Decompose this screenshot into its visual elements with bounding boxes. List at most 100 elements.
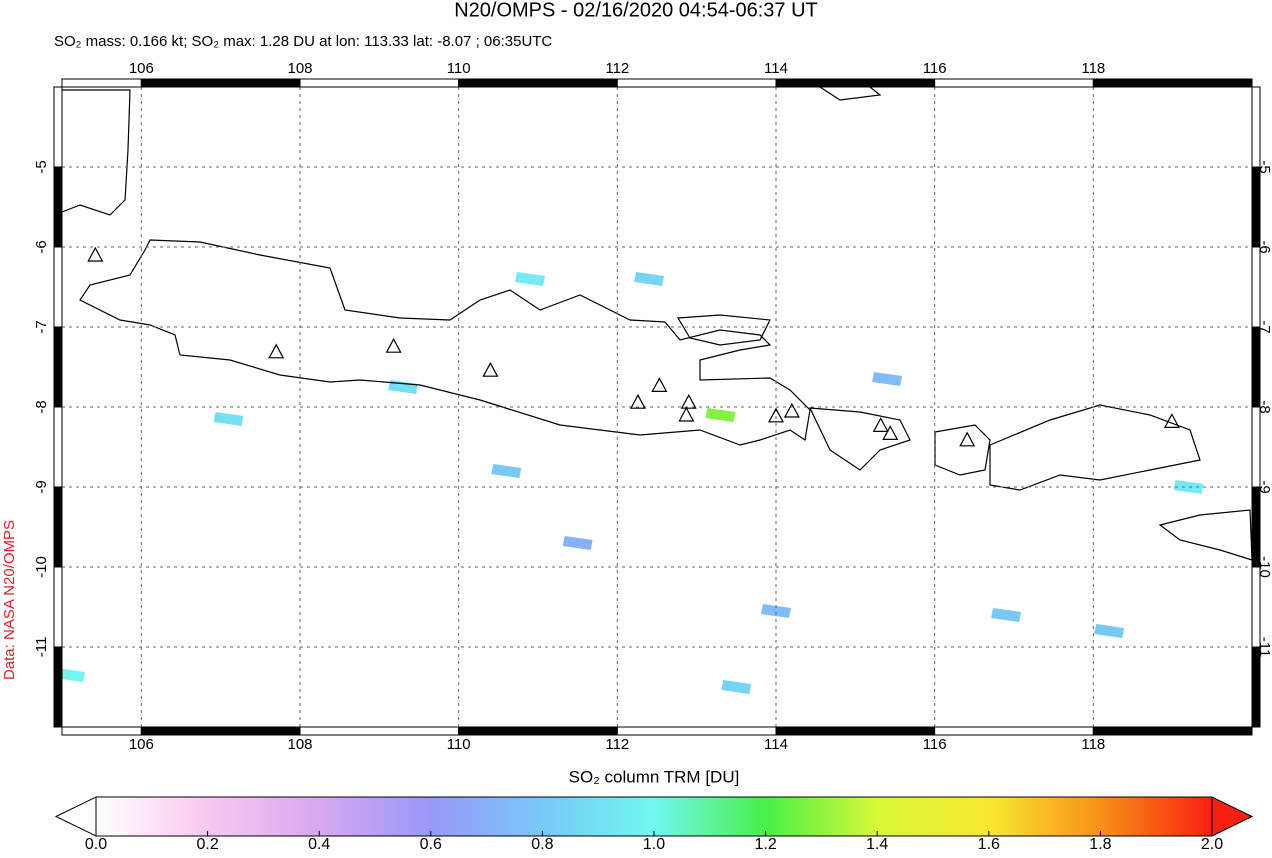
colorbar-tick-label: 1.2 <box>754 836 776 853</box>
x-tick-label: 112 <box>605 60 629 77</box>
frame-segment <box>1251 646 1261 728</box>
so2-pixel <box>991 608 1022 622</box>
volcano <box>482 361 499 377</box>
coastline <box>79 239 811 446</box>
colorbar-tick-label: 1.8 <box>1089 836 1111 853</box>
frame-segment <box>1251 326 1261 408</box>
coastline <box>61 89 131 216</box>
colorbar-label: SO₂ column TRM [DU] <box>569 767 740 786</box>
coastline <box>1158 509 1253 561</box>
frame-segment <box>458 78 618 88</box>
colorbar-tick-label: 0.2 <box>196 836 218 853</box>
x-tick-label: 116 <box>923 736 947 753</box>
credit: Data: NASA N20/OMPS <box>1 520 18 680</box>
x-tick-label: 118 <box>1081 736 1105 753</box>
y-tick-label: -8 <box>33 400 50 413</box>
volcano <box>629 393 646 409</box>
frame-segment <box>53 246 63 328</box>
so2-pixel <box>721 680 752 694</box>
volcano <box>767 407 785 423</box>
frame-segment <box>61 78 142 88</box>
colorbar-tick-label: 0.8 <box>531 836 553 853</box>
frame-segment <box>1251 86 1261 168</box>
y-tick-label: -6 <box>33 240 50 253</box>
coastline <box>819 86 882 101</box>
frame-segment <box>61 726 142 736</box>
frame-segment <box>53 566 63 648</box>
so2-pixel <box>872 372 903 386</box>
so2-pixel <box>213 412 244 426</box>
frame-segment <box>775 726 936 736</box>
x-tick-label: 116 <box>923 60 947 77</box>
frame-segment <box>53 326 63 408</box>
so2-pixel <box>515 272 546 286</box>
colorbar-tick-label: 1.0 <box>643 836 665 853</box>
volcano <box>680 393 697 409</box>
so2-pixel <box>1173 480 1204 494</box>
frame-segment <box>1251 566 1261 648</box>
frame-segment <box>1251 166 1261 248</box>
frame-segment <box>53 406 63 488</box>
frame-segment <box>1092 78 1253 88</box>
coastline <box>989 404 1201 491</box>
volcano <box>678 406 695 422</box>
x-tick-label: 112 <box>605 736 629 753</box>
frame-segment <box>140 726 301 736</box>
frame-segment <box>53 86 63 168</box>
frame-segment <box>616 726 777 736</box>
y-tick-label: -10 <box>33 556 50 578</box>
volcano <box>1163 413 1180 428</box>
volcano <box>385 337 402 353</box>
x-tick-label: 110 <box>447 736 471 753</box>
colorbar-tick-label: 0.4 <box>308 836 330 853</box>
so2-pixel <box>1094 624 1125 638</box>
so2-pixel <box>705 408 736 422</box>
frame-segment <box>1092 726 1253 736</box>
x-tick-label: 114 <box>764 60 788 77</box>
volcano <box>87 246 104 262</box>
colorbar-tick-label: 1.6 <box>978 836 1000 853</box>
so2-pixel <box>491 464 522 478</box>
coastline <box>934 424 991 476</box>
frame-segment <box>934 726 1094 736</box>
y-tick-label: -9 <box>33 480 50 493</box>
so2-pixel <box>562 536 593 550</box>
frame-segment <box>1251 406 1261 488</box>
coastline <box>809 407 911 471</box>
chart-title: N20/OMPS - 02/16/2020 04:54-06:37 UT <box>454 0 818 21</box>
frame-segment <box>140 78 301 88</box>
colorbar-tick-label: 0.0 <box>85 836 107 853</box>
frame-segment <box>616 78 777 88</box>
x-tick-label: 118 <box>1081 60 1105 77</box>
colorbar <box>95 796 1213 837</box>
subtitle: SO₂ mass: 0.166 kt; SO₂ max: 1.28 DU at … <box>54 33 552 50</box>
y-tick-label: -7 <box>33 320 50 333</box>
x-tick-label: 114 <box>764 736 788 753</box>
colorbar-tick-label: 2.0 <box>1201 836 1223 853</box>
colorbar-end <box>1211 796 1254 837</box>
colorbar-tick-label: 0.6 <box>420 836 442 853</box>
volcano <box>268 343 285 359</box>
frame-segment <box>53 646 63 728</box>
x-tick-label: 106 <box>129 736 154 753</box>
colorbar-tick-label: 1.4 <box>866 836 888 853</box>
so2-pixel <box>761 604 791 618</box>
x-tick-label: 110 <box>447 60 471 77</box>
x-tick-label: 108 <box>287 736 312 753</box>
frame-segment <box>458 726 618 736</box>
frame-segment <box>53 486 63 568</box>
so2-pixel <box>388 380 419 394</box>
frame-segment <box>775 78 936 88</box>
y-tick-label: -11 <box>33 637 50 658</box>
frame-segment <box>1251 486 1261 568</box>
frame-segment <box>299 78 460 88</box>
volcano <box>959 431 976 447</box>
so2-pixel <box>634 272 665 286</box>
frame-segment <box>934 78 1094 88</box>
y-tick-label: -5 <box>33 160 50 173</box>
frame-segment <box>1251 246 1261 328</box>
colorbar-end <box>54 796 97 837</box>
x-tick-label: 106 <box>129 60 154 77</box>
